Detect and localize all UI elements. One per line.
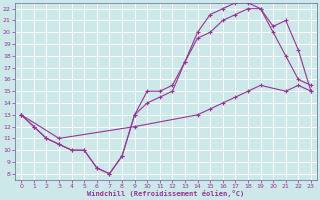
- X-axis label: Windchill (Refroidissement éolien,°C): Windchill (Refroidissement éolien,°C): [87, 190, 245, 197]
